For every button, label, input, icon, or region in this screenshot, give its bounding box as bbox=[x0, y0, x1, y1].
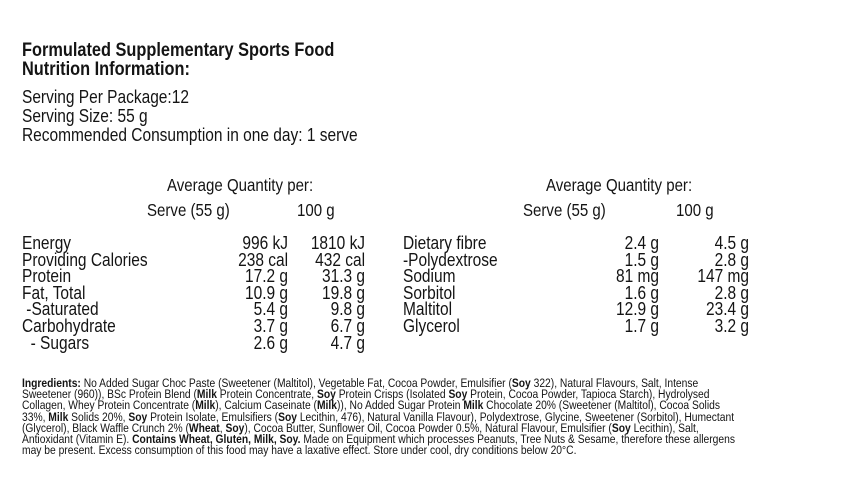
allergen-bold-text: Soy bbox=[448, 387, 468, 402]
recommended-consumption: Recommended Consumption in one day: 1 se… bbox=[22, 125, 358, 145]
ingredients-text: 322), Natural Flavours, Salt, Intense bbox=[530, 376, 699, 390]
per-100g-value: 6.7 g bbox=[330, 316, 365, 336]
per-100g-value: 2.8 g bbox=[714, 249, 749, 270]
nutrient-label: Glycerol bbox=[403, 316, 460, 336]
allergen-bold-text: Ingredients: bbox=[22, 376, 81, 390]
ingredients-line: (Glycerol), Black Waffle Crunch 2% (Whea… bbox=[22, 420, 699, 435]
allergen-bold-text: Milk bbox=[195, 398, 216, 413]
ingredients-line: 33%, Milk Solids 20%, Soy Protein Isolat… bbox=[22, 409, 735, 424]
ingredients-line: may be present. Excess consumption of th… bbox=[22, 443, 577, 458]
ingredients-text: Antioxidant (Vitamin E). bbox=[22, 432, 133, 446]
per-serve-value: 81 mg bbox=[615, 266, 659, 287]
ingredients-text: Chocolate 20% (Sweetener (Maltitol), Coc… bbox=[483, 398, 720, 413]
ingredients-text: ), Cocoa Butter, Sunflower Oil, Cocoa Po… bbox=[244, 420, 612, 435]
per-serve-value: 5.4 g bbox=[253, 299, 288, 320]
right-serve-header: Serve (55 g) bbox=[523, 200, 606, 220]
ingredients-text: Protein, Cocoa Powder, Tapioca Starch), … bbox=[467, 387, 710, 402]
per-100g-value: 31.3 g bbox=[321, 266, 365, 287]
per-100g-value: 432 cal bbox=[315, 249, 365, 270]
nutrient-label: Sodium bbox=[403, 266, 456, 287]
per-serve-value: 2.4 g bbox=[624, 233, 659, 253]
ingredients-text: Sweetener (960)), BSc Protein Blend ( bbox=[22, 387, 197, 402]
per-serve-value: 12.9 g bbox=[615, 299, 659, 320]
ingredients-text: Lecithin), Salt, bbox=[630, 420, 699, 435]
per-100g-value: 2.8 g bbox=[714, 282, 749, 303]
per-100g-value: 4.7 g bbox=[330, 332, 365, 353]
right-avg-header: Average Quantity per: bbox=[546, 175, 693, 195]
ingredients-text: (Glycerol), Black Waffle Crunch 2% ( bbox=[22, 420, 189, 435]
ingredients-text: Protein Isolate, Emulsifiers ( bbox=[147, 409, 279, 424]
per-serve-value: 996 kJ bbox=[242, 233, 288, 253]
per-100g-value: 147 mg bbox=[697, 266, 749, 287]
ingredients-text: Made on Equipment which processes Peanut… bbox=[300, 432, 735, 446]
per-100g-value: 3.2 g bbox=[714, 316, 749, 336]
nutrient-label: Providing Calories bbox=[22, 249, 148, 270]
left-100g-header: 100 g bbox=[297, 200, 335, 220]
allergen-bold-text: Soy bbox=[278, 409, 297, 424]
per-serve-value: 1.6 g bbox=[624, 282, 659, 303]
per-serve-value: 238 cal bbox=[238, 249, 288, 270]
allergen-bold-text: Contains Wheat, Gluten, Milk, Soy. bbox=[132, 432, 301, 446]
per-serve-value: 1.7 g bbox=[624, 316, 659, 336]
nutrient-label: Protein bbox=[22, 266, 72, 287]
per-100g-value: 1810 kJ bbox=[310, 233, 365, 253]
title-line: Formulated Supplementary Sports Food bbox=[22, 40, 335, 61]
ingredients-line: Antioxidant (Vitamin E). Contains Wheat,… bbox=[22, 432, 735, 446]
allergen-bold-text: Soy bbox=[611, 420, 631, 435]
ingredients-text: Protein Crisps (Isolated bbox=[335, 387, 449, 402]
allergen-bold-text: Milk bbox=[316, 398, 337, 413]
per-serve-value: 1.5 g bbox=[624, 249, 659, 270]
nutrient-label: Dietary fibre bbox=[403, 233, 487, 253]
per-100g-value: 9.8 g bbox=[330, 299, 365, 320]
ingredients-text: Lecithin, 476), Natural Vanilla Flavour)… bbox=[296, 409, 735, 424]
title-line: Nutrition Information: bbox=[22, 59, 190, 80]
nutrient-label: Maltitol bbox=[403, 299, 453, 320]
nutrient-label: -Saturated bbox=[22, 299, 99, 320]
per-100g-value: 23.4 g bbox=[705, 299, 749, 320]
ingredients-line: Ingredients: No Added Sugar Choc Paste (… bbox=[22, 376, 699, 390]
servings-per-package: Serving Per Package:12 bbox=[22, 87, 189, 107]
per-serve-value: 2.6 g bbox=[253, 332, 288, 353]
nutrient-label: Fat, Total bbox=[22, 282, 86, 303]
per-100g-value: 4.5 g bbox=[714, 233, 749, 253]
ingredients-text: No Added Sugar Choc Paste (Sweetener (Ma… bbox=[80, 376, 512, 390]
per-100g-value: 19.8 g bbox=[321, 282, 365, 303]
nutrient-label: Sorbitol bbox=[403, 282, 456, 303]
per-serve-value: 3.7 g bbox=[253, 316, 288, 336]
ingredients-line: Sweetener (960)), BSc Protein Blend (Mil… bbox=[22, 387, 710, 402]
nutrient-label: Carbohydrate bbox=[22, 316, 116, 336]
ingredients-text: Solids 20%, bbox=[68, 409, 129, 424]
ingredients-text: 33%, bbox=[22, 409, 49, 424]
ingredients-text: Collagen, Whey Protein Concentrate ( bbox=[22, 398, 196, 413]
per-serve-value: 10.9 g bbox=[244, 282, 288, 303]
right-100g-header: 100 g bbox=[676, 200, 714, 220]
serving-size: Serving Size: 55 g bbox=[22, 106, 148, 126]
ingredients-line: Collagen, Whey Protein Concentrate (Milk… bbox=[22, 398, 720, 413]
allergen-bold-text: Milk bbox=[463, 398, 484, 413]
ingredients-text: may be present. Excess consumption of th… bbox=[22, 443, 577, 458]
ingredients-text: ), Calcium Caseinate ( bbox=[215, 398, 317, 413]
allergen-bold-text: Soy bbox=[128, 409, 148, 424]
left-avg-header: Average Quantity per: bbox=[167, 175, 314, 195]
allergen-bold-text: Soy bbox=[316, 387, 336, 402]
nutrient-label: -Polydextrose bbox=[403, 249, 498, 270]
ingredients-text: Protein Concentrate, bbox=[216, 387, 317, 402]
allergen-bold-text: Milk bbox=[48, 409, 69, 424]
nutrient-label: Energy bbox=[22, 233, 72, 253]
allergen-bold-text: Soy bbox=[511, 376, 531, 390]
ingredients-text: , bbox=[219, 420, 226, 435]
allergen-bold-text: Wheat bbox=[188, 420, 220, 435]
per-serve-value: 17.2 g bbox=[244, 266, 288, 287]
allergen-bold-text: Soy bbox=[225, 420, 245, 435]
ingredients-text: )), No Added Sugar Protein bbox=[336, 398, 464, 413]
allergen-bold-text: Milk bbox=[196, 387, 217, 402]
nutrient-label: - Sugars bbox=[22, 332, 90, 353]
left-serve-header: Serve (55 g) bbox=[147, 200, 230, 220]
